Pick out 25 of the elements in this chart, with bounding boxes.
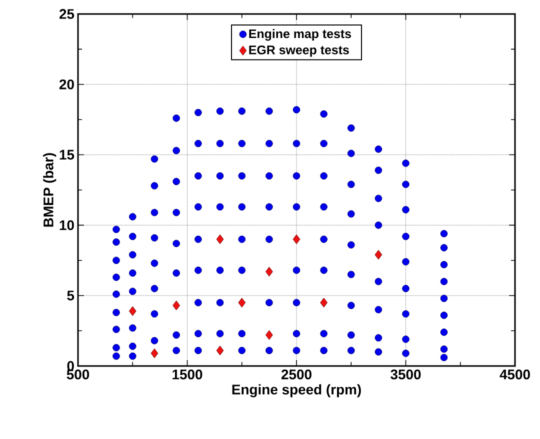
y-axis-title: BMEP (bar) [43, 153, 56, 227]
x-tick-label: 3500 [390, 369, 421, 380]
point [150, 348, 158, 358]
point [216, 346, 224, 356]
point [172, 300, 180, 310]
x-tick-label: 4500 [500, 369, 530, 380]
point [216, 234, 224, 244]
point [265, 330, 273, 340]
y-tick-label: 10 [60, 220, 74, 230]
y-tick-label: 5 [67, 290, 74, 300]
legend-label: EGR sweep tests [249, 46, 349, 57]
point [292, 234, 300, 244]
y-tick-label: 25 [59, 9, 74, 19]
point [265, 266, 273, 276]
legend-label: Engine map tests [249, 29, 351, 41]
point [320, 298, 328, 308]
point [128, 306, 136, 316]
point [238, 298, 246, 308]
y-tick-label: 20 [59, 79, 74, 90]
x-tick-label: 500 [66, 369, 90, 380]
x-axis-title: Engine speed (rpm) [232, 384, 361, 398]
y-tick-label: 15 [60, 150, 74, 160]
x-tick-label: 1500 [172, 369, 202, 380]
x-tick-label: 2500 [281, 369, 312, 380]
point [374, 250, 382, 260]
